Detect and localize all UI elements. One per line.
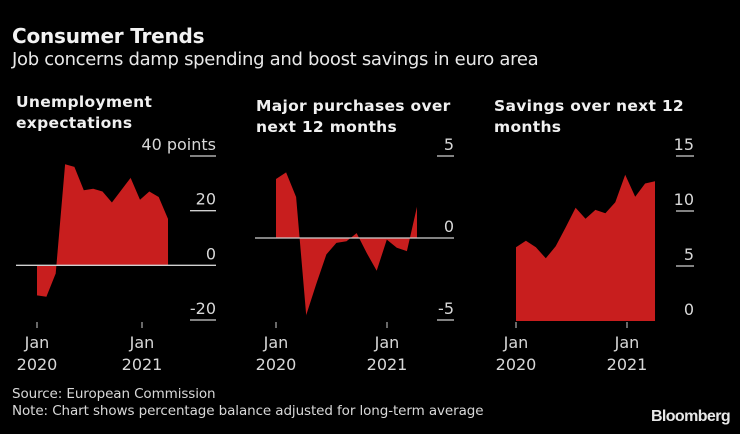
x-tick-label: 2021 [367, 355, 408, 374]
chart-subtitle: Job concerns damp spending and boost sav… [12, 49, 539, 70]
panel-title-line: Major purchases over [256, 97, 451, 115]
y-tick-label: 15 [674, 135, 694, 154]
x-tick-label: 2021 [122, 355, 163, 374]
y-tick-label: 5 [444, 135, 454, 154]
panel-title-line: Savings over next 12 [494, 97, 685, 115]
source-note: Source: European Commission [12, 386, 216, 402]
bloomberg-logo: Bloomberg [650, 408, 731, 425]
x-tick-label: Jan [374, 333, 400, 352]
x-tick-label: Jan [614, 333, 640, 352]
area-series [516, 174, 656, 321]
x-tick-label: Jan [263, 333, 289, 352]
y-tick-label: -20 [190, 299, 216, 318]
y-tick-label: 0 [206, 244, 216, 263]
panel-title-savings: Savings over next 12 months [494, 96, 684, 138]
x-tick-label: 2020 [496, 355, 537, 374]
panel-title-line: months [494, 118, 562, 136]
y-tick-label: 5 [684, 245, 694, 264]
area-series [276, 172, 417, 316]
y-tick-label: 0 [444, 217, 454, 236]
y-tick-label: -5 [438, 299, 454, 318]
x-tick-label: 2021 [607, 355, 648, 374]
x-tick-label: Jan [24, 333, 50, 352]
panel-title-line: expectations [16, 114, 133, 132]
area-series [37, 164, 169, 297]
chart-title: Consumer Trends [12, 24, 205, 48]
y-tick-label: 10 [674, 190, 694, 209]
panel-title-major-purchases: Major purchases over next 12 months [256, 96, 451, 138]
y-tick-label: 40 points [141, 135, 216, 154]
x-tick-label: 2020 [256, 355, 297, 374]
panel-title-line: Unemployment [16, 93, 153, 111]
panel-title-unemployment: Unemployment expectations [16, 92, 152, 134]
footnote: Note: Chart shows percentage balance adj… [12, 403, 484, 419]
y-tick-label: 0 [684, 300, 694, 319]
panel-title-line: next 12 months [256, 118, 398, 136]
x-tick-label: Jan [503, 333, 529, 352]
x-tick-label: Jan [129, 333, 155, 352]
y-tick-label: 20 [196, 190, 216, 209]
x-tick-label: 2020 [17, 355, 58, 374]
